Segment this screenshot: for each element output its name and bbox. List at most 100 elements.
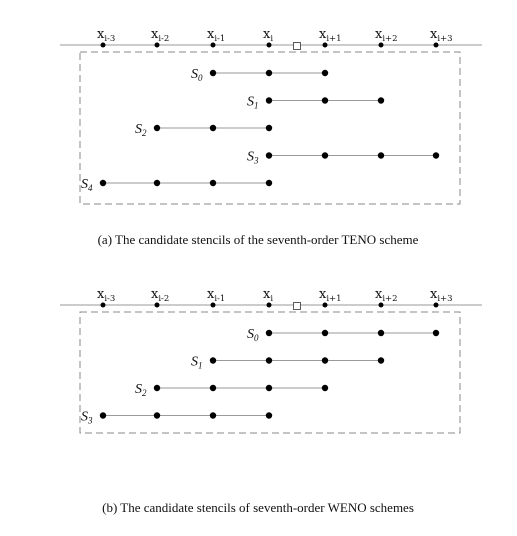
grid-node-dot (100, 302, 106, 308)
stencil-label-base: S (135, 382, 142, 397)
grid-node-dot (378, 302, 384, 308)
stencil-point (265, 97, 273, 104)
stencil-label-base: S (81, 177, 88, 192)
grid-node-dot (154, 42, 160, 48)
grid-node-label-base: x (319, 287, 327, 302)
stencil-point (432, 329, 440, 337)
grid-node-label: xi-3 (97, 287, 115, 304)
stencil-point (265, 384, 273, 392)
interface-marker (293, 42, 301, 50)
grid-node-label-subscript: i+1 (326, 34, 341, 44)
grid-node-dot (210, 302, 216, 308)
stencil-label: S2 (135, 382, 147, 398)
grid-node-label-subscript: i-1 (214, 34, 225, 44)
grid-node-label-subscript: i+3 (437, 294, 452, 304)
stencil-point (321, 329, 329, 337)
stencil-point (377, 357, 385, 364)
stencil-label: S1 (191, 355, 203, 371)
grid-node-label-base: x (319, 27, 327, 42)
stencil-label: S2 (135, 122, 147, 138)
stencil-point (209, 384, 217, 392)
grid-node-dot (433, 302, 439, 308)
stencil-point (321, 69, 329, 77)
stencil-label-base: S (191, 355, 198, 370)
stencil-label: S4 (81, 177, 93, 193)
grid-node-label-base: x (430, 27, 438, 42)
grid-node-label: xi+1 (319, 287, 342, 304)
grid-node-dot (322, 302, 328, 308)
grid-node-label-subscript: i-3 (104, 34, 115, 44)
stencil-label-subscript: 2 (142, 388, 147, 398)
grid-node-dot (378, 42, 384, 48)
stencil-label-subscript: 3 (87, 416, 93, 426)
grid-node-label: xi-1 (207, 287, 225, 304)
stencil-label-subscript: 0 (198, 73, 203, 83)
grid-node-label-subscript: i-1 (214, 294, 225, 304)
stencil-point (209, 124, 217, 132)
stencil-point (153, 179, 161, 187)
grid-node-label-subscript: i (270, 294, 273, 304)
grid-node-label-subscript: i-2 (158, 294, 169, 304)
grid-node-dot (210, 42, 216, 48)
stencil-point (153, 412, 161, 419)
grid-node-label-subscript: i-3 (104, 294, 115, 304)
stencil-label-base: S (135, 122, 142, 137)
grid-node-label-base: x (151, 287, 159, 302)
stencil-label: S3 (247, 150, 259, 166)
grid-node-label-base: x (97, 27, 105, 42)
stencil-point (153, 384, 161, 392)
stencil-row: S0 (191, 67, 329, 83)
stencil-label-subscript: 2 (142, 128, 147, 138)
grid-node-label-subscript: i+3 (437, 34, 452, 44)
grid-node-label-base: x (375, 287, 383, 302)
stencil-point (99, 412, 107, 419)
panel-caption: (a) The candidate stencils of the sevent… (98, 232, 419, 247)
grid-node-label-base: x (151, 27, 159, 42)
stencil-frame (79, 51, 461, 205)
stencil-point (377, 97, 385, 104)
stencil-label-base: S (81, 410, 88, 425)
stencil-label: S0 (191, 67, 203, 83)
stencil-row: S1 (247, 95, 385, 111)
stencil-point (321, 97, 329, 104)
stencil-point (265, 69, 273, 77)
stencil-row: S2 (135, 122, 273, 138)
stencil-label: S0 (247, 327, 259, 343)
grid-node-dot (322, 42, 328, 48)
stencil-point (265, 179, 273, 187)
stencil-point (265, 329, 273, 337)
grid-node-label: xi+2 (375, 27, 398, 44)
stencil-point (321, 384, 329, 392)
grid-node-label-base: x (97, 287, 105, 302)
grid-node-label: xi+1 (319, 27, 342, 44)
panel-a: xi-3 xi-2 xi-1 xi xi+1 xi+2 xi+3S0S1S2S3S4(a) … (60, 27, 482, 247)
panel-caption: (b) The candidate stencils of seventh-or… (102, 500, 414, 515)
stencil-label: S1 (247, 95, 259, 111)
stencil-point (321, 152, 329, 159)
stencil-label-subscript: 1 (254, 101, 259, 111)
stencil-label-base: S (247, 95, 254, 110)
grid-node-label: xi (263, 27, 273, 44)
stencil-point (209, 357, 217, 364)
grid-node-label-base: x (263, 287, 271, 302)
stencil-point (377, 152, 385, 159)
grid-node-label: xi-1 (207, 27, 225, 44)
grid-node-label-base: x (430, 287, 438, 302)
stencil-point (265, 152, 273, 159)
stencil-label-base: S (191, 67, 198, 82)
grid-node-label-subscript: i+1 (326, 294, 341, 304)
grid-node-dot (433, 42, 439, 48)
stencil-point (265, 124, 273, 132)
grid-node-label: xi+2 (375, 287, 398, 304)
stencil-row: S2 (135, 382, 329, 398)
stencil-label-subscript: 1 (198, 361, 203, 371)
stencil-point (432, 152, 440, 159)
stencil-label-base: S (247, 327, 254, 342)
stencil-label-base: S (247, 150, 254, 165)
grid-node-label: xi+3 (430, 287, 453, 304)
grid-node-label-base: x (207, 287, 215, 302)
grid-node-label: xi (263, 287, 273, 304)
grid-node-label: xi-2 (151, 27, 169, 44)
stencil-label-subscript: 3 (253, 156, 259, 166)
